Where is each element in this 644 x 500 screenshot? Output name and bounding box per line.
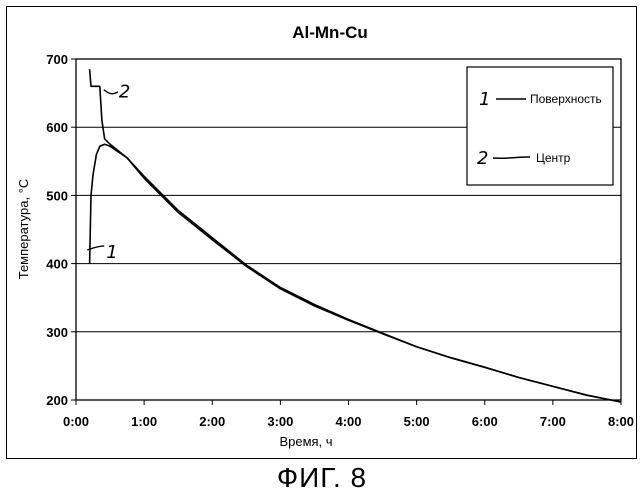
chart-title: Al-Mn-Cu — [292, 23, 368, 42]
annotation-leader-2 — [103, 89, 119, 95]
x-axis-ticks: 0:00 1:00 2:00 3:00 4:00 5:00 6:00 7:00 8:00 — [63, 400, 634, 429]
x-axis-label: Время, ч — [279, 434, 332, 449]
curve-annotations: 12 — [87, 82, 130, 263]
y-tick-label: 600 — [46, 120, 68, 135]
x-tick-label: 3:00 — [267, 414, 293, 429]
figure-caption: ФИГ. 8 — [276, 462, 368, 493]
legend-marker-1: 1 — [479, 89, 490, 110]
y-tick-label: 700 — [46, 52, 68, 67]
series-lines — [88, 69, 622, 403]
legend-line-2 — [492, 156, 531, 160]
y-tick-label: 300 — [46, 325, 68, 340]
x-tick-label: 6:00 — [472, 414, 498, 429]
y-tick-label: 500 — [46, 188, 68, 203]
x-tick-label: 0:00 — [63, 414, 89, 429]
y-tick-label: 200 — [46, 393, 68, 408]
legend-marker-2: 2 — [477, 148, 488, 169]
curve-label-1: 1 — [106, 242, 117, 263]
legend-label-1: Поверхность — [530, 92, 602, 106]
y-axis-ticks: 200 300 400 500 600 700 — [46, 52, 76, 408]
legend: 1 Поверхность 2 Центр — [466, 66, 614, 186]
legend-box — [466, 66, 614, 186]
annotation-leader-1 — [87, 245, 105, 251]
x-tick-label: 4:00 — [335, 414, 361, 429]
y-tick-label: 400 — [46, 257, 68, 272]
y-axis-label: Температура, °C — [16, 179, 31, 280]
x-tick-label: 2:00 — [199, 414, 225, 429]
curve-label-2: 2 — [119, 82, 130, 103]
chart-frame — [6, 6, 637, 459]
legend-label-2: Центр — [536, 151, 571, 165]
x-tick-label: 1:00 — [131, 414, 157, 429]
x-tick-label: 5:00 — [404, 414, 430, 429]
x-tick-label: 8:00 — [608, 414, 634, 429]
x-tick-label: 7:00 — [540, 414, 566, 429]
series-line-2 — [88, 69, 622, 403]
chart: Al-Mn-Cu 200 300 400 500 600 700 0:00 1:00 2:00… — [16, 23, 634, 449]
